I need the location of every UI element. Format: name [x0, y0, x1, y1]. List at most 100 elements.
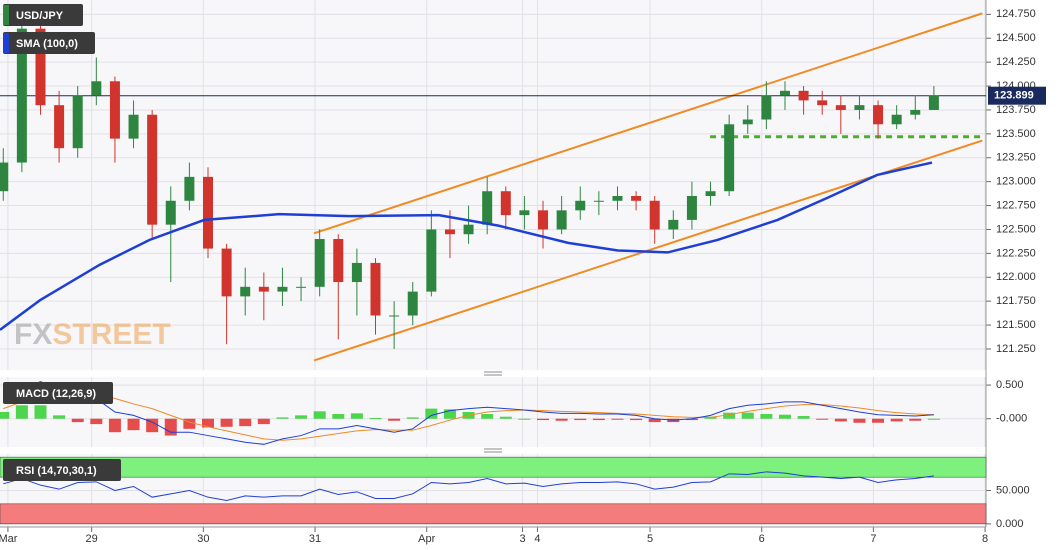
candle-body	[221, 248, 232, 297]
candle-body	[407, 291, 418, 316]
candle-body	[519, 210, 530, 216]
candle-body	[910, 109, 921, 115]
rsi-line	[3, 471, 934, 502]
watermark: FXSTREET	[14, 318, 171, 351]
y-tick-label: 50.000	[996, 484, 1030, 496]
macd-histogram-bar	[927, 418, 940, 420]
candle-body	[891, 114, 902, 125]
y-tick-label: -0.000	[996, 413, 1027, 425]
legend-box	[3, 459, 121, 481]
legend-box	[3, 32, 95, 54]
y-tick-label: 124.750	[996, 8, 1036, 20]
macd-histogram-bar	[555, 418, 568, 421]
trendline	[313, 12, 983, 235]
macd-histogram-bar	[127, 418, 140, 431]
candle-body	[668, 219, 679, 230]
candle-body	[873, 105, 884, 125]
macd-histogram-bar	[685, 418, 698, 421]
candle-body	[538, 210, 549, 230]
macd-histogram-bar	[388, 418, 401, 421]
x-tick-label: 5	[647, 533, 653, 545]
sma-line	[0, 161, 933, 331]
y-tick-label: 123.000	[996, 176, 1036, 188]
macd-histogram-bar	[90, 418, 103, 425]
macd-histogram-bar	[257, 418, 270, 425]
macd-histogram-bar	[630, 418, 643, 421]
macd-histogram-bar	[537, 418, 550, 421]
candle-body	[147, 114, 158, 225]
candle-body	[928, 95, 939, 110]
rsi-band	[0, 503, 987, 525]
candle-body	[798, 90, 809, 101]
x-tick-label: Mar	[0, 533, 18, 545]
macd-signal-line	[3, 391, 934, 441]
candle-body	[370, 262, 381, 316]
macd-histogram-bar	[443, 409, 456, 419]
candle-body	[742, 119, 753, 125]
candle-body	[240, 286, 251, 297]
macd-histogram-bar	[406, 417, 419, 419]
y-tick-label: 122.250	[996, 247, 1036, 259]
candle-body	[500, 191, 511, 216]
macd-histogram-bar	[816, 418, 829, 420]
watermark-part: STREET	[52, 318, 170, 351]
macd-histogram-bar	[872, 418, 885, 423]
y-tick-label: 122.000	[996, 271, 1036, 283]
macd-histogram-bar	[518, 418, 531, 420]
macd-histogram-bar	[797, 416, 810, 419]
candle-body	[184, 176, 195, 201]
macd-histogram-bar	[71, 418, 84, 423]
macd-histogram-bar	[834, 418, 847, 422]
candle-body	[165, 200, 176, 225]
macd-histogram-bar	[890, 418, 903, 422]
candle-body	[351, 262, 362, 283]
macd-histogram-bar	[723, 412, 736, 419]
y-tick-label: 0.000	[996, 518, 1024, 530]
macd-histogram-bar	[741, 412, 754, 419]
macd-histogram-bar	[183, 418, 196, 429]
macd-line	[2, 381, 934, 445]
x-tick-label: 4	[534, 533, 540, 545]
y-tick-label: 123.250	[996, 152, 1036, 164]
candle-body	[333, 239, 344, 283]
candle-body	[54, 105, 65, 149]
candle-body	[556, 210, 567, 230]
legend-macd: MACD (12,26,9)	[16, 388, 96, 400]
candle-body	[817, 100, 828, 106]
macd-histogram-bar	[760, 414, 773, 419]
macd-histogram-bar	[295, 415, 308, 419]
candle-body	[91, 81, 102, 96]
legend-swatch	[3, 5, 9, 25]
candle-body	[612, 195, 623, 201]
pane-handle[interactable]	[484, 371, 502, 453]
candle-body	[109, 81, 120, 139]
legend-box	[3, 4, 83, 26]
macd-histogram-bar	[853, 418, 866, 423]
candle-body	[277, 286, 288, 292]
macd-histogram-bar	[332, 414, 345, 419]
y-tick-label: 122.750	[996, 199, 1036, 211]
macd-histogram-bar	[146, 418, 159, 433]
macd-histogram-bar	[34, 405, 47, 419]
y-tick-label: 121.750	[996, 295, 1036, 307]
macd-histogram-bar	[574, 418, 587, 421]
candle-body	[593, 200, 604, 202]
candle-body	[705, 191, 716, 196]
candle-body	[314, 239, 325, 287]
candle-body	[16, 28, 27, 163]
legend-sma: SMA (100,0)	[16, 38, 78, 50]
x-tick-label: 29	[86, 533, 98, 545]
macd-histogram-bar	[425, 408, 438, 419]
candle-body	[649, 200, 660, 230]
candle-body	[482, 191, 493, 225]
watermark-part: FX	[14, 318, 52, 351]
candle-body	[0, 162, 9, 192]
candle-body	[444, 229, 455, 235]
y-tick-label: 124.500	[996, 32, 1036, 44]
candle-body	[426, 229, 437, 292]
x-tick-label: 30	[197, 533, 209, 545]
price-tag-label: 123.899	[994, 90, 1034, 102]
candle-body	[761, 95, 772, 120]
macd-histogram-bar	[201, 418, 214, 428]
